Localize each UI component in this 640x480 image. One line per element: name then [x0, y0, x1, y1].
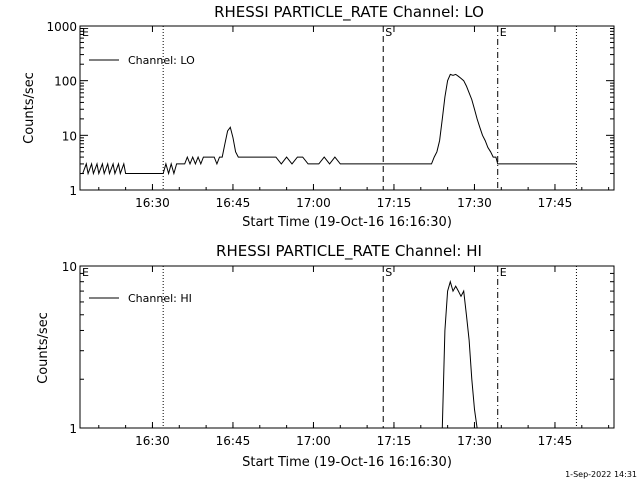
y-tick-label: 10: [62, 129, 77, 143]
x-axis-title-lo: Start Time (19-Oct-16 16:16:30): [242, 215, 452, 230]
event-marker-label: S: [385, 26, 392, 39]
event-marker-label: E: [82, 266, 89, 279]
x-tick-label: 17:00: [296, 196, 331, 210]
plot-frame-hi: [79, 265, 615, 429]
footer-timestamp: 1-Sep-2022 14:31: [565, 470, 637, 479]
y-tick-label: 1000: [46, 20, 77, 34]
plot-frame-lo: [79, 25, 615, 191]
x-tick-label: 16:30: [135, 196, 170, 210]
x-tick-label: 17:15: [377, 434, 412, 448]
x-tick-label: 17:00: [296, 434, 331, 448]
x-tick-label: 17:30: [457, 196, 492, 210]
panel-hi: RHESSI PARTICLE_RATE Channel: HI Counts/…: [36, 242, 615, 470]
x-axis-title-hi: Start Time (19-Oct-16 16:16:30): [242, 455, 452, 470]
event-marker-label: S: [385, 266, 392, 279]
event-marker-label: E: [82, 26, 89, 39]
chart-title-hi: RHESSI PARTICLE_RATE Channel: HI: [216, 242, 482, 261]
x-tick-label: 16:45: [216, 196, 251, 210]
y-tick-label: 10: [62, 260, 77, 274]
x-tick-label: 17:15: [377, 196, 412, 210]
y-axis-title-hi: Counts/sec: [36, 312, 51, 384]
chart-title-lo: RHESSI PARTICLE_RATE Channel: LO: [214, 3, 484, 22]
series-line: [80, 73, 577, 176]
y-tick-label: 1: [69, 422, 77, 436]
y-tick-label: 100: [54, 75, 77, 89]
event-marker-label: E: [500, 266, 507, 279]
legend-label-hi: Channel: HI: [128, 292, 192, 305]
x-tick-label: 16:45: [216, 434, 251, 448]
y-axis-title-lo: Counts/sec: [22, 72, 37, 144]
y-tick-label: 1: [69, 184, 77, 198]
event-marker-label: E: [500, 26, 507, 39]
panel-lo: RHESSI PARTICLE_RATE Channel: LO Counts/…: [22, 3, 615, 230]
x-tick-label: 17:45: [538, 196, 573, 210]
legend-label-lo: Channel: LO: [128, 54, 195, 67]
x-tick-label: 17:45: [538, 434, 573, 448]
x-tick-label: 17:30: [457, 434, 492, 448]
x-tick-label: 16:30: [135, 434, 170, 448]
series-line: [441, 279, 478, 429]
